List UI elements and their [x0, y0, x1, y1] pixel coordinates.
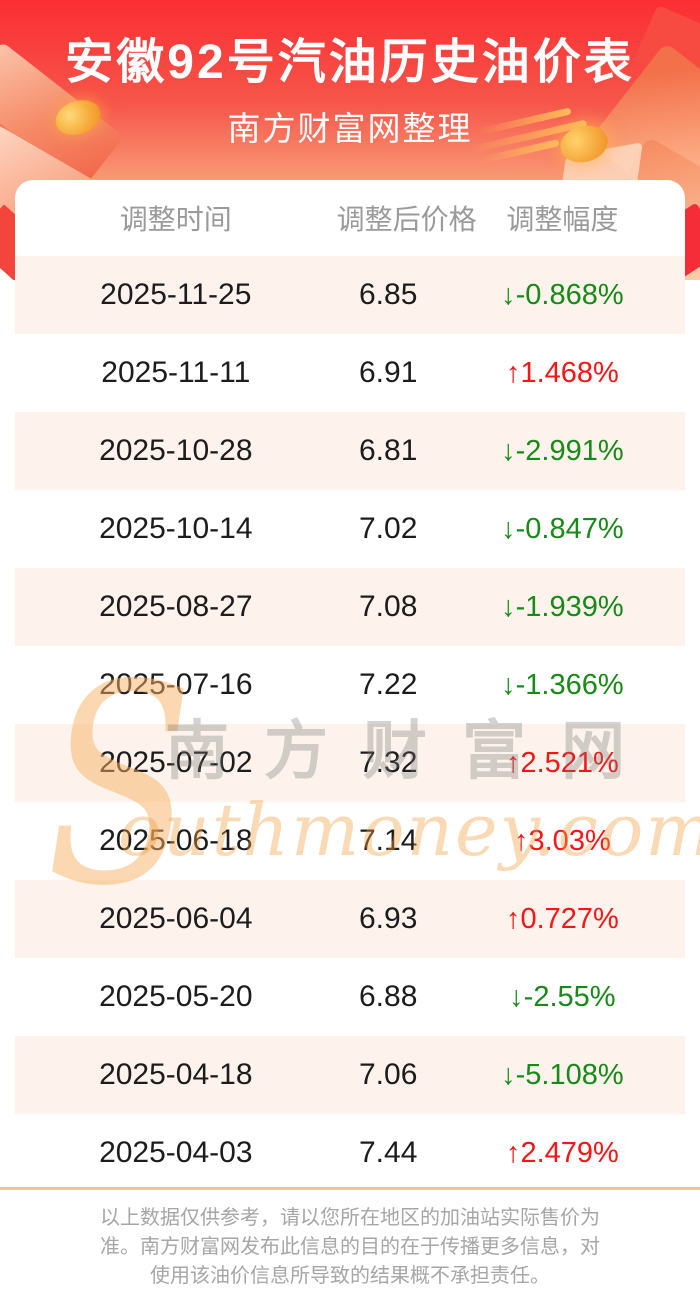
table-row: 2025-05-20 6.88 ↓-2.55% — [15, 958, 685, 1036]
row-change: ↑2.479% — [505, 1136, 619, 1169]
row-date: 2025-06-04 — [99, 902, 253, 935]
row-change: ↑1.468% — [505, 356, 619, 389]
disclaimer-line: 以上数据仅供参考，请以您所在地区的加油站实际售价为 — [100, 1207, 600, 1229]
column-header-change: 调整幅度 — [506, 204, 619, 235]
table-row: 2025-11-11 6.91 ↑1.468% — [15, 334, 685, 412]
column-header-date: 调整时间 — [119, 204, 232, 235]
disclaimer-line: 使用该油价信息所导致的结果概不承担责任。 — [150, 1265, 550, 1287]
row-change: ↓-1.366% — [501, 668, 624, 701]
row-date: 2025-10-28 — [99, 434, 253, 467]
row-date: 2025-11-11 — [101, 356, 251, 389]
row-change: ↓-2.55% — [509, 980, 616, 1013]
row-price: 6.81 — [358, 434, 418, 467]
table-header-row: 调整时间 调整后价格 调整幅度 — [15, 180, 685, 256]
row-change: ↓-1.939% — [501, 590, 624, 623]
row-change: ↓-0.847% — [501, 512, 624, 545]
row-price: 6.91 — [358, 356, 418, 389]
disclaimer: 以上数据仅供参考，请以您所在地区的加油站实际售价为 准。南方财富网发布此信息的目… — [0, 1204, 700, 1291]
disclaimer-line: 准。南方财富网发布此信息的目的在于传播更多信息，对 — [100, 1236, 600, 1258]
row-date: 2025-05-20 — [99, 980, 253, 1013]
row-date: 2025-04-03 — [99, 1136, 253, 1169]
table-row: 2025-08-27 7.08 ↓-1.939% — [15, 568, 685, 646]
row-date: 2025-06-18 — [99, 824, 253, 857]
row-change: ↓-0.868% — [501, 278, 624, 311]
table-row: 2025-07-02 7.32 ↑2.521% — [15, 724, 685, 802]
row-price: 7.06 — [358, 1058, 418, 1091]
row-date: 2025-07-16 — [99, 668, 253, 701]
row-price: 7.14 — [358, 824, 418, 857]
row-change: ↓-5.108% — [501, 1058, 624, 1091]
page-subtitle: 南方财富网整理 — [227, 110, 473, 147]
table-row: 2025-04-03 7.44 ↑2.479% — [15, 1114, 685, 1192]
row-date: 2025-04-18 — [99, 1058, 253, 1091]
table-body: 2025-11-25 6.85 ↓-0.868% 2025-11-11 6.91… — [15, 256, 685, 1192]
column-header-price: 调整后价格 — [336, 204, 477, 235]
row-price: 6.93 — [358, 902, 418, 935]
row-change: ↑0.727% — [505, 902, 619, 935]
table-row: 2025-10-14 7.02 ↓-0.847% — [15, 490, 685, 568]
row-change: ↓-2.991% — [501, 434, 624, 467]
row-date: 2025-11-25 — [100, 278, 252, 311]
row-date: 2025-07-02 — [99, 746, 253, 779]
table-row: 2025-06-18 7.14 ↑3.03% — [15, 802, 685, 880]
table-row: 2025-04-18 7.06 ↓-5.108% — [15, 1036, 685, 1114]
row-price: 6.85 — [358, 278, 418, 311]
row-date: 2025-08-27 — [99, 590, 253, 623]
table-row: 2025-06-04 6.93 ↑0.727% — [15, 880, 685, 958]
footer-divider — [0, 1187, 700, 1190]
row-price: 7.08 — [358, 590, 418, 623]
row-price: 7.22 — [358, 668, 418, 701]
table-row: 2025-11-25 6.85 ↓-0.868% — [15, 256, 685, 334]
row-date: 2025-10-14 — [99, 512, 253, 545]
row-price: 7.32 — [358, 746, 418, 779]
row-price: 7.44 — [358, 1136, 418, 1169]
row-change: ↑3.03% — [514, 824, 611, 857]
table-row: 2025-10-28 6.81 ↓-2.991% — [15, 412, 685, 490]
row-price: 7.02 — [358, 512, 418, 545]
row-price: 6.88 — [358, 980, 418, 1013]
row-change: ↑2.521% — [505, 746, 619, 779]
table-row: 2025-07-16 7.22 ↓-1.366% — [15, 646, 685, 724]
page-title: 安徽92号汽油历史油价表 — [65, 36, 635, 89]
price-table-card: 调整时间 调整后价格 调整幅度 2025-11-25 6.85 ↓-0.868%… — [15, 180, 685, 1290]
